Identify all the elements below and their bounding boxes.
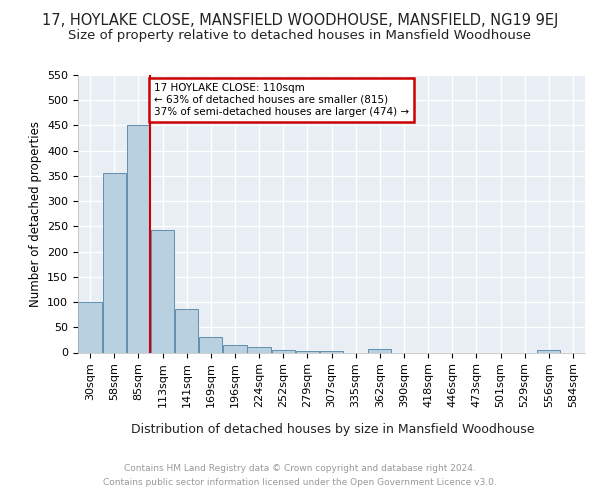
Text: Size of property relative to detached houses in Mansfield Woodhouse: Size of property relative to detached ho…: [68, 29, 532, 42]
Bar: [175, 308, 199, 352]
Bar: [537, 350, 560, 352]
Bar: [199, 338, 223, 352]
Text: Distribution of detached houses by size in Mansfield Woodhouse: Distribution of detached houses by size …: [131, 422, 535, 436]
Bar: [272, 350, 295, 352]
Bar: [368, 350, 391, 352]
Text: 17, HOYLAKE CLOSE, MANSFIELD WOODHOUSE, MANSFIELD, NG19 9EJ: 17, HOYLAKE CLOSE, MANSFIELD WOODHOUSE, …: [42, 12, 558, 28]
Text: Contains HM Land Registry data © Crown copyright and database right 2024.: Contains HM Land Registry data © Crown c…: [124, 464, 476, 473]
Bar: [79, 302, 102, 352]
Bar: [247, 348, 271, 352]
Bar: [223, 345, 247, 352]
Text: Contains public sector information licensed under the Open Government Licence v3: Contains public sector information licen…: [103, 478, 497, 487]
Text: 17 HOYLAKE CLOSE: 110sqm
← 63% of detached houses are smaller (815)
37% of semi-: 17 HOYLAKE CLOSE: 110sqm ← 63% of detach…: [154, 84, 409, 116]
Bar: [103, 174, 126, 352]
Bar: [151, 230, 174, 352]
Bar: [127, 126, 150, 352]
Y-axis label: Number of detached properties: Number of detached properties: [29, 120, 41, 306]
